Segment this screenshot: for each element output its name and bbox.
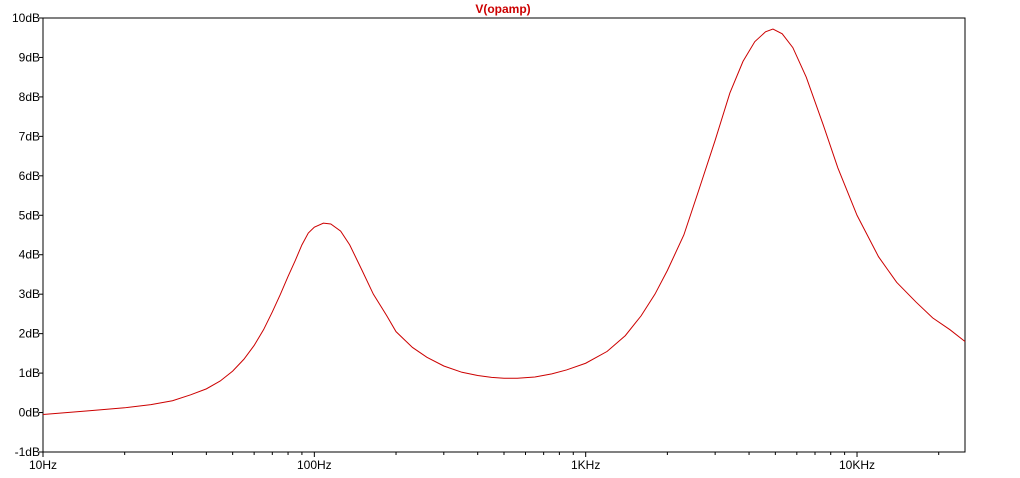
y-tick-label: 5dB [19, 208, 40, 222]
x-tick-label: 100Hz [297, 458, 332, 472]
y-tick-label: 1dB [19, 366, 40, 380]
y-tick-label: 6dB [19, 169, 40, 183]
axis-tick-labels: -1dB 0dB 1dB 2dB 3dB 4dB 5dB 6dB 7dB 8dB 9dB 10dB 10… [12, 11, 875, 472]
y-tick-label: 0dB [19, 406, 40, 420]
chart-title: V(opamp) [475, 2, 530, 16]
y-tick-label: 9dB [19, 50, 40, 64]
x-tick-label: 10Hz [29, 458, 57, 472]
y-tick-label: 2dB [19, 327, 40, 341]
y-tick-label: 10dB [12, 11, 40, 25]
y-tick-label: 4dB [19, 248, 40, 262]
y-tick-label: 7dB [19, 129, 40, 143]
y-tick-label: -1dB [15, 445, 40, 459]
y-tick-label: 3dB [19, 287, 40, 301]
x-tick-label: 10KHz [839, 458, 875, 472]
y-tick-label: 8dB [19, 90, 40, 104]
plot-frame [42, 17, 966, 453]
series-line-v-opamp [42, 28, 966, 416]
axis-ticks [39, 17, 940, 457]
x-tick-label: 1KHz [571, 458, 600, 472]
